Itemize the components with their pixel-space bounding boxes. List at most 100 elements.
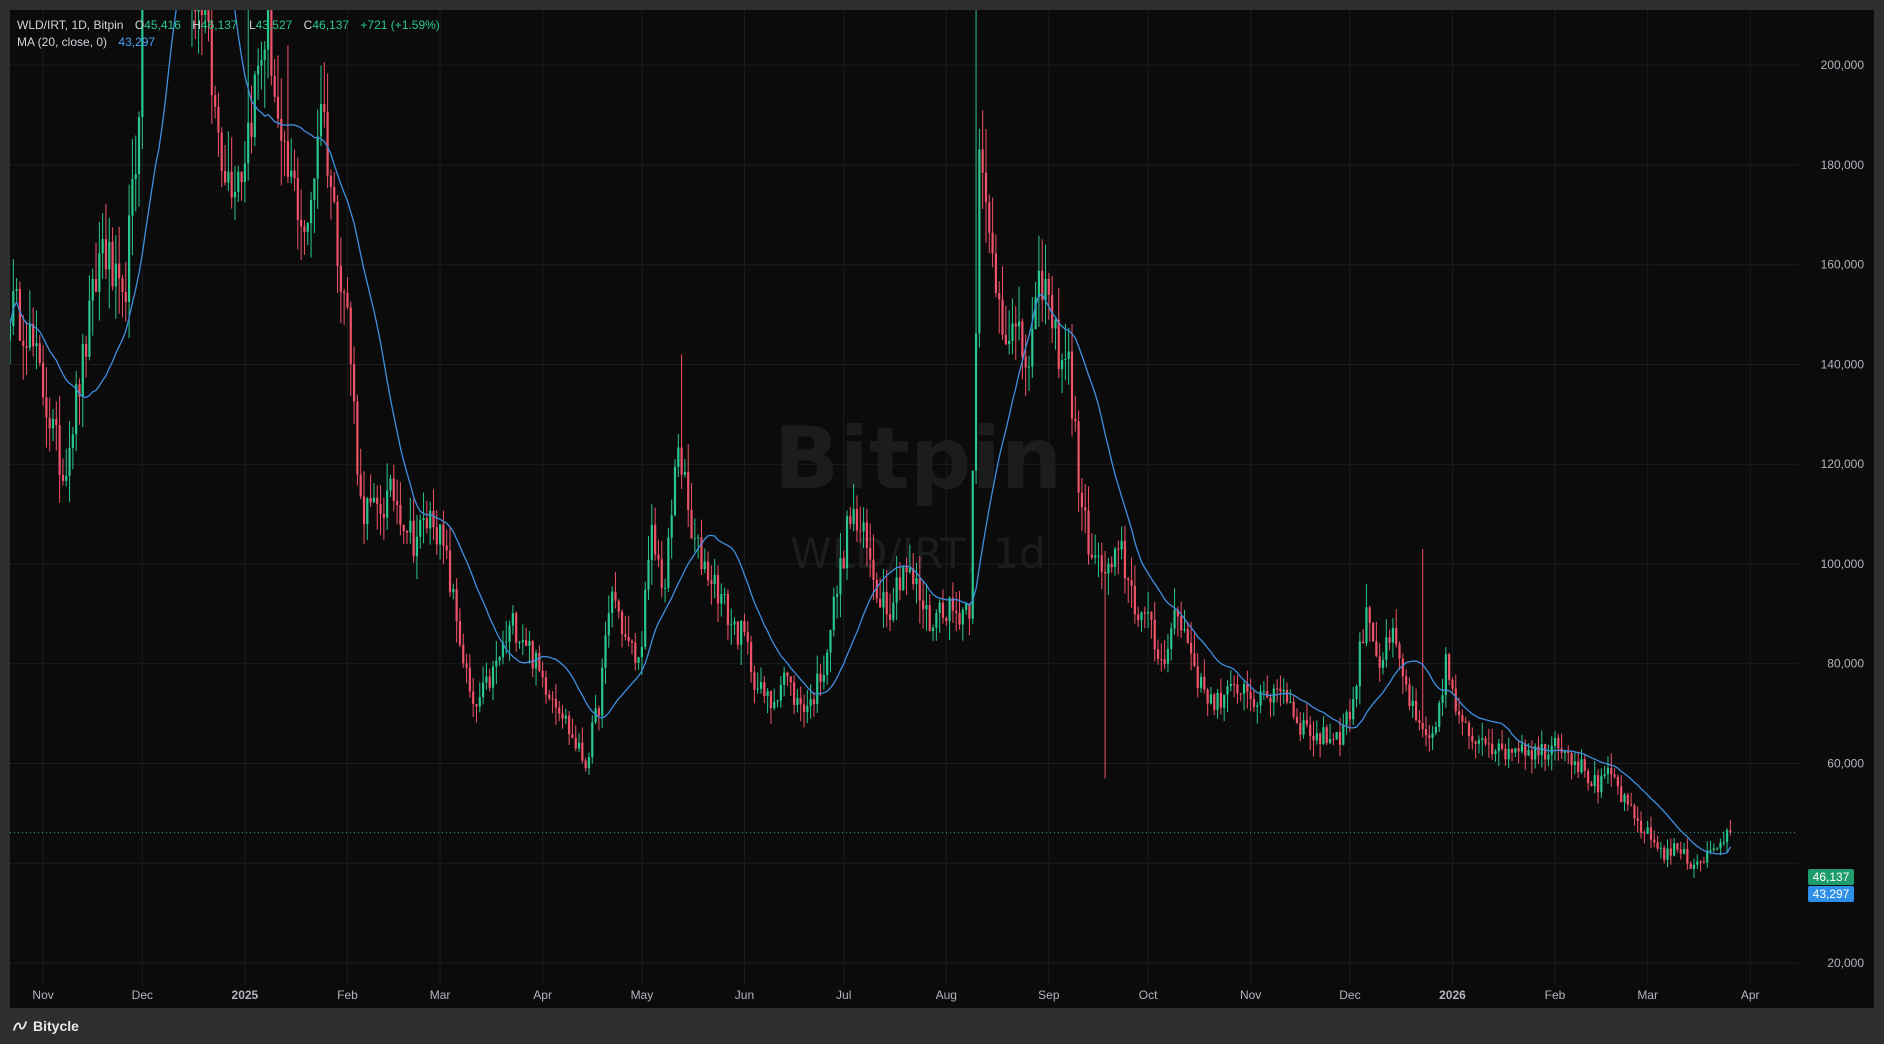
candle-body: [859, 530, 862, 532]
candle-body: [1491, 743, 1494, 755]
candle-body: [1381, 659, 1385, 668]
candle-body: [1219, 692, 1222, 708]
x-tick-label: Aug: [936, 988, 957, 1002]
candle-body: [826, 652, 829, 676]
candle-body: [1176, 609, 1179, 617]
candle-body: [1173, 609, 1176, 629]
candle-body: [402, 524, 405, 531]
candle-body: [1649, 827, 1653, 840]
candle-body: [1233, 683, 1236, 685]
candle-body: [1156, 649, 1160, 660]
time-axis[interactable]: Nov Dec 2025 Feb Mar Apr May Jun Jul Aug Sep Oct Nov…: [32, 988, 1759, 1002]
chart-panel[interactable]: Bitpin WLD/IRT, 1d 20,000 60,000 80,000 100…: [10, 10, 1874, 1008]
candle-body: [683, 472, 687, 475]
candle-body: [48, 417, 51, 429]
footer-brand[interactable]: Bitycle: [12, 1018, 79, 1034]
candle-body: [505, 641, 508, 643]
candle-body: [240, 171, 243, 183]
candle-body: [1080, 492, 1084, 508]
candle-body: [935, 612, 938, 628]
candle-body: [1236, 684, 1239, 694]
candle-body: [905, 567, 908, 573]
candle-body: [518, 642, 521, 644]
candle-body: [640, 646, 644, 658]
candle-body: [1464, 721, 1467, 723]
candle-body: [58, 425, 61, 475]
candle-body: [1514, 748, 1517, 753]
candle-body: [313, 178, 316, 200]
candle-body: [35, 343, 38, 347]
candle-body: [753, 672, 756, 690]
candle-body: [1262, 691, 1265, 693]
candle-body: [1620, 786, 1623, 803]
x-tick-label: Feb: [1545, 988, 1566, 1002]
candle-body: [945, 617, 948, 621]
candle-body: [399, 504, 402, 525]
candle-body: [872, 559, 875, 580]
candlestick-chart[interactable]: Bitpin WLD/IRT, 1d 20,000 60,000 80,000 100…: [10, 10, 1874, 1008]
candle-body: [210, 21, 213, 96]
candle-body: [1686, 849, 1689, 864]
candle-body: [1405, 676, 1408, 685]
y-tick-label: 160,000: [1821, 258, 1865, 272]
candle-body: [270, 10, 273, 76]
candle-body: [531, 640, 534, 669]
candle-body: [779, 684, 782, 701]
candle-body: [1242, 683, 1246, 694]
candle-body: [1352, 699, 1355, 720]
candle-body: [1424, 729, 1428, 736]
candle-body: [1699, 861, 1702, 863]
candle-body: [1606, 768, 1610, 775]
candle-body: [1583, 759, 1586, 771]
candle-body: [1428, 735, 1431, 738]
candle-body: [1302, 720, 1305, 735]
candle-body: [1113, 548, 1117, 567]
candle-body: [1004, 334, 1007, 345]
candle-body: [1676, 843, 1679, 850]
candle-body: [1259, 691, 1262, 706]
candle-body: [789, 676, 792, 683]
candle-body: [1633, 805, 1636, 819]
candle-body: [981, 149, 984, 173]
candle-body: [1031, 328, 1034, 367]
candle-body: [1689, 863, 1692, 869]
candle-body: [409, 520, 412, 533]
candle-body: [1580, 759, 1583, 773]
candle-body: [951, 597, 954, 611]
candle-body: [214, 95, 217, 107]
candle-body: [220, 132, 223, 171]
candle-body: [1206, 689, 1209, 704]
price-axis[interactable]: 20,000 60,000 80,000 100,000 120,000 140,000 1…: [1821, 10, 1865, 970]
candle-body: [1401, 658, 1404, 677]
candle-body: [1160, 659, 1163, 661]
candle-body: [137, 117, 141, 175]
candle-body: [1659, 847, 1662, 849]
candle-body: [1593, 775, 1596, 787]
candle-body: [1295, 716, 1299, 723]
candle-body: [1166, 648, 1170, 664]
candle-body: [591, 722, 594, 758]
candle-body: [829, 630, 832, 653]
last-price-label: 46,137: [1808, 869, 1854, 885]
watermark: Bitpin WLD/IRT, 1d: [774, 409, 1062, 578]
candle-body: [1342, 724, 1345, 745]
candle-body: [1616, 776, 1619, 787]
candle-body: [1530, 750, 1533, 760]
candle-body: [1008, 340, 1011, 345]
candle-body: [498, 657, 501, 661]
candle-body: [869, 547, 872, 560]
candle-body: [733, 621, 736, 625]
candle-body: [1454, 688, 1457, 712]
candle-body: [620, 611, 624, 635]
candle-body: [759, 682, 763, 689]
candle-body: [1097, 555, 1100, 557]
candle-body: [472, 691, 475, 705]
candle-body: [372, 497, 376, 503]
candle-body: [349, 307, 352, 365]
candle-body: [971, 470, 974, 619]
candle-body: [1474, 741, 1477, 744]
candle-body: [693, 538, 696, 540]
candle-body: [352, 364, 356, 402]
candle-body: [743, 621, 746, 633]
candle-body: [974, 333, 978, 471]
